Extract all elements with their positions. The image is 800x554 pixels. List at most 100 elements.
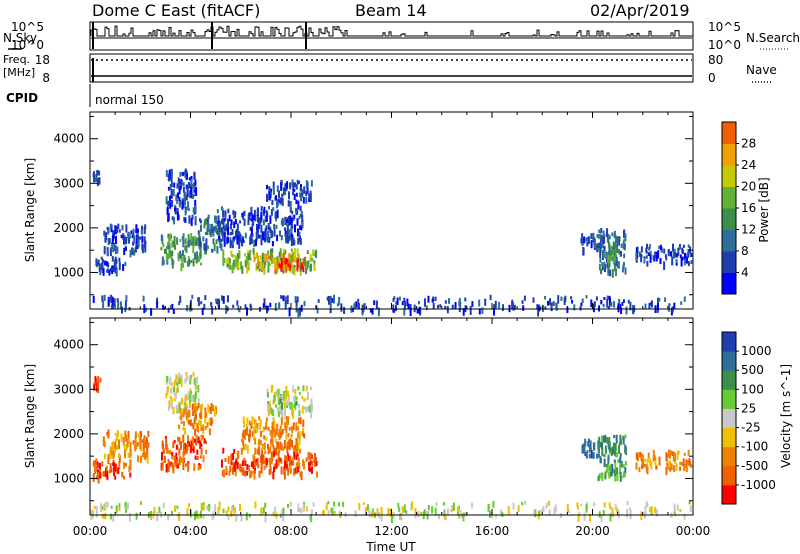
range-cell xyxy=(279,441,282,450)
range-cell xyxy=(206,506,209,510)
range-cell xyxy=(583,236,586,244)
range-cell xyxy=(407,303,410,309)
range-cell xyxy=(185,244,188,253)
range-cell xyxy=(180,457,183,463)
range-cell xyxy=(669,465,672,472)
range-cell xyxy=(285,400,288,406)
range-cell xyxy=(638,251,641,257)
range-cell xyxy=(220,243,223,251)
range-cell xyxy=(256,224,258,231)
range-cell xyxy=(106,269,109,273)
range-cell xyxy=(225,510,228,516)
range-cell xyxy=(200,426,203,431)
range-cell xyxy=(230,460,233,465)
range-cell xyxy=(538,510,541,516)
range-cell xyxy=(237,232,240,241)
range-cell xyxy=(608,473,611,479)
range-cell xyxy=(115,505,118,514)
range-cell xyxy=(284,250,287,254)
range-cell xyxy=(396,297,399,305)
range-cell xyxy=(681,249,684,253)
range-cell xyxy=(293,468,296,476)
range-cell xyxy=(281,197,284,206)
range-cell xyxy=(206,218,209,223)
range-cell xyxy=(283,411,286,420)
range-cell xyxy=(296,179,299,185)
range-cell xyxy=(205,245,208,252)
range-cell xyxy=(588,453,591,459)
range-cell xyxy=(184,217,187,223)
range-cell xyxy=(181,236,184,240)
range-cell xyxy=(351,307,354,312)
range-cell xyxy=(173,439,176,444)
range-cell xyxy=(174,244,177,250)
range-cell xyxy=(390,514,393,524)
range-cell xyxy=(194,216,197,222)
range-cell xyxy=(173,216,175,225)
range-cell xyxy=(292,215,295,221)
range-cell xyxy=(606,295,609,301)
range-cell xyxy=(605,463,608,468)
range-cell xyxy=(200,420,202,428)
range-cell xyxy=(192,236,195,242)
range-cell xyxy=(221,227,224,236)
range-cell xyxy=(306,188,309,195)
range-cell xyxy=(161,235,164,240)
nsearch-label: N.Search xyxy=(746,31,800,45)
range-cell xyxy=(310,513,313,523)
range-cell xyxy=(287,254,290,260)
colorbar-tick-label: -25 xyxy=(741,421,761,435)
date-title: 02/Apr/2019 xyxy=(590,1,690,20)
range-cell xyxy=(534,509,537,518)
range-cell xyxy=(184,257,187,263)
range-cell xyxy=(176,377,179,381)
range-cell xyxy=(248,465,251,469)
range-cell xyxy=(256,423,259,430)
range-cell xyxy=(544,296,547,300)
range-cell xyxy=(300,507,303,514)
range-cell xyxy=(589,440,592,449)
range-cell xyxy=(236,223,239,233)
range-cell xyxy=(620,243,623,248)
range-cell xyxy=(197,513,200,519)
range-cell xyxy=(289,467,292,474)
range-cell xyxy=(671,451,674,455)
range-cell xyxy=(251,461,253,468)
range-cell xyxy=(166,391,169,395)
range-cell xyxy=(622,437,625,445)
range-cell xyxy=(267,401,269,406)
range-cell xyxy=(427,295,430,303)
range-cell xyxy=(270,407,273,415)
range-cell xyxy=(271,254,274,259)
range-cell xyxy=(614,443,617,452)
range-cell xyxy=(336,303,339,307)
range-cell xyxy=(609,506,612,510)
range-cell xyxy=(110,298,113,303)
range-cell xyxy=(270,451,273,456)
range-cell xyxy=(298,307,301,317)
range-cell xyxy=(96,177,99,187)
range-cell xyxy=(577,506,580,510)
range-cell xyxy=(287,400,290,406)
range-cell xyxy=(257,218,260,223)
x-tick-label: 00:00 xyxy=(676,524,711,538)
range-cell xyxy=(244,460,247,466)
range-cell xyxy=(253,470,256,480)
range-cell xyxy=(168,400,171,409)
range-cell xyxy=(606,298,609,308)
range-cell xyxy=(248,467,251,472)
range-cell xyxy=(624,233,627,242)
colorbar-segment xyxy=(722,272,736,295)
range-cell xyxy=(492,501,495,508)
colorbar-tick-label: 28 xyxy=(741,137,756,151)
range-cell xyxy=(301,405,304,414)
range-cell xyxy=(125,506,128,513)
range-cell xyxy=(266,236,269,242)
range-cell xyxy=(195,510,198,519)
range-cell xyxy=(294,296,297,303)
range-cell xyxy=(111,256,114,262)
range-cell xyxy=(282,513,285,522)
colorbar-frame xyxy=(721,331,737,505)
range-cell xyxy=(278,303,281,309)
range-cell xyxy=(123,235,126,243)
